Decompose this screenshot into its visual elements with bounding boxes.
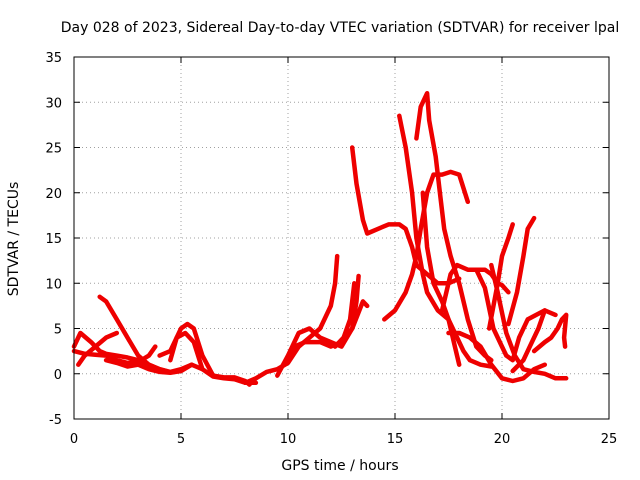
y-tick-label: -5 xyxy=(49,413,62,428)
y-tick-label: 35 xyxy=(45,51,62,66)
x-axis-label: GPS time / hours xyxy=(281,458,398,474)
series-track-sat-23 xyxy=(510,308,548,374)
plot-frame xyxy=(73,56,610,420)
y-tick-label: 25 xyxy=(45,142,62,157)
series-track-sat-15 xyxy=(414,90,494,363)
y-tick-label: 30 xyxy=(45,96,62,111)
y-tick-label: 20 xyxy=(45,187,62,202)
x-tick-label: 5 xyxy=(177,432,185,447)
series-track-sat-07 xyxy=(168,330,259,386)
y-tick-label: 15 xyxy=(45,232,62,247)
series-track-sat-17 xyxy=(439,262,511,313)
series-track-sat-21 xyxy=(489,262,569,381)
y-tick-label: 5 xyxy=(54,323,62,338)
series-track-sat-02 xyxy=(76,330,120,367)
series-track-sat-05 xyxy=(103,357,205,376)
series-track-sat-14 xyxy=(397,113,494,369)
x-tick-label: 15 xyxy=(387,432,404,447)
grid xyxy=(74,57,609,419)
series-track-sat-12 xyxy=(349,145,462,286)
x-tick-label: 10 xyxy=(280,432,297,447)
y-tick-label: 10 xyxy=(45,277,62,292)
series-track-sat-24 xyxy=(531,312,569,354)
series-track-sat-11 xyxy=(332,281,357,349)
x-tick-label: 20 xyxy=(494,432,511,447)
chart-title: Day 028 of 2023, Sidereal Day-to-day VTE… xyxy=(61,20,619,36)
x-tick-label: 25 xyxy=(601,432,618,447)
series-track-sat-09 xyxy=(275,273,361,378)
series-track-sat-22 xyxy=(506,215,537,327)
series-track-sat-03 xyxy=(71,344,158,366)
y-axis-label: SDTVAR / TECUs xyxy=(6,182,22,297)
x-tick-label: 0 xyxy=(70,432,78,447)
series-track-sat-20 xyxy=(486,222,515,331)
series-track-sat-10 xyxy=(285,299,370,363)
series-track-sat-18 xyxy=(446,330,548,384)
data-series xyxy=(71,90,569,387)
y-tick-label: 0 xyxy=(54,368,62,383)
